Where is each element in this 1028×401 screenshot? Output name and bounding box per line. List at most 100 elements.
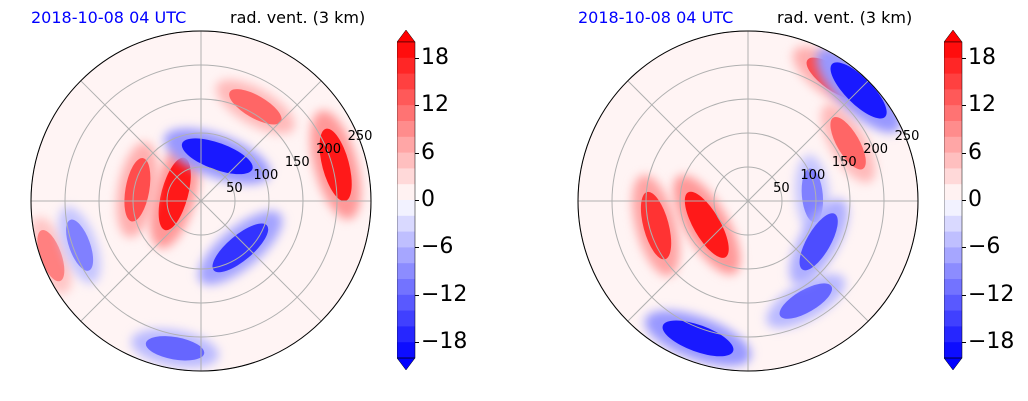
colorbar-tick-mark	[415, 152, 419, 154]
panel-right: 2018-10-08 04 UTC rad. vent. (3 km) 50 10…	[547, 0, 1028, 401]
colorbar-segment	[397, 326, 415, 343]
polar-plot: 50 100 150 200 250	[577, 30, 920, 372]
feature-positive	[158, 157, 191, 231]
ring-label: 250	[895, 129, 920, 144]
feature-negative	[181, 138, 253, 175]
colorbar-tick-label: 18	[968, 44, 996, 70]
colorbar-extend-max	[397, 30, 416, 43]
field-features	[632, 46, 902, 367]
ring-label: 50	[226, 181, 243, 196]
colorbar-tick-label: −12	[421, 281, 468, 307]
azimuth-spoke	[200, 80, 322, 202]
azimuth-spoke	[747, 80, 869, 202]
colorbar-segment	[944, 215, 962, 233]
colorbar-extend-min	[944, 357, 963, 370]
colorbar-extend-max	[944, 30, 963, 43]
colorbar-segment	[944, 263, 962, 280]
feature-positive	[830, 116, 866, 170]
colorbar-segment	[397, 231, 415, 248]
colorbar-tick-mark	[962, 247, 966, 249]
colorbar-segment	[397, 152, 415, 169]
colorbar-tick-mark	[415, 342, 419, 344]
feature-positive	[37, 230, 65, 282]
colorbar-segment	[397, 184, 415, 201]
colorbar-tick-label: 6	[968, 139, 982, 165]
colorbar-segment	[944, 279, 962, 296]
ring-label: 200	[863, 142, 888, 157]
azimuth-spoke	[627, 200, 749, 322]
colorbar-segment	[944, 326, 962, 343]
colorbar-tick-label: −12	[968, 281, 1015, 307]
colorbar-segment	[944, 73, 962, 90]
ring-label: 150	[832, 155, 857, 170]
colorbar-segment	[397, 168, 415, 185]
colorbar-segment	[397, 263, 415, 280]
colorbar-segment	[944, 294, 962, 312]
colorbar-tick-mark	[415, 200, 419, 201]
azimuth-spoke	[80, 200, 202, 322]
ring-label: 100	[800, 168, 825, 183]
colorbar-segment	[397, 57, 415, 75]
colorbar-tick-label: 6	[421, 139, 435, 165]
azimuth-spoke	[200, 200, 322, 322]
colorbar-segment	[397, 215, 415, 233]
colorbar-tick-mark	[962, 200, 966, 201]
colorbar-segment	[944, 247, 962, 264]
colorbar-segment	[944, 121, 962, 138]
ring-label: 150	[285, 155, 310, 170]
colorbar-segment	[397, 310, 415, 327]
colorbar-segment	[397, 42, 415, 59]
azimuth-spoke	[747, 200, 869, 322]
colorbar-segment	[944, 57, 962, 75]
colorbar	[944, 30, 963, 370]
colorbar-tick-mark	[415, 294, 419, 296]
colorbar-segment	[397, 247, 415, 264]
plot-border	[577, 30, 919, 372]
colorbar-segment	[944, 231, 962, 248]
colorbar-tick-mark	[962, 342, 966, 344]
colorbar-segment	[397, 342, 415, 359]
feature-negative	[801, 168, 824, 223]
colorbar-segment	[944, 342, 962, 359]
colorbar-tick-label: −6	[968, 234, 1001, 260]
ring-label: 250	[348, 129, 373, 144]
date-label: 2018-10-08 04 UTC	[578, 8, 734, 27]
colorbar-segment	[944, 200, 962, 217]
colorbar-tick-label: 12	[968, 92, 996, 118]
panel-left: 2018-10-08 04 UTC rad. vent. (3 km) 50 10…	[30, 8, 468, 372]
colorbar-segment	[944, 168, 962, 185]
feature-positive	[640, 191, 672, 260]
colorbar-tick-mark	[415, 247, 419, 249]
ring-label: 50	[773, 181, 790, 196]
colorbar-tick-mark	[962, 57, 966, 59]
colorbar-segment	[397, 121, 415, 138]
colorbar-segment	[944, 89, 962, 106]
colorbar-segment	[944, 152, 962, 169]
colorbar-segment	[397, 73, 415, 90]
feature-negative	[779, 283, 833, 319]
colorbar-segment	[944, 184, 962, 201]
colorbar-tick-mark	[962, 105, 966, 107]
field-features	[31, 79, 361, 368]
colorbar-tick-label: −6	[421, 234, 454, 260]
colorbar-segment	[397, 136, 415, 154]
feature-negative	[145, 336, 205, 361]
azimuth-spoke	[627, 80, 749, 202]
colorbar-segment	[944, 136, 962, 154]
polar-plot: 50 100 150 200 250	[30, 30, 373, 372]
colorbar-segment	[397, 294, 415, 312]
colorbar-segment	[397, 105, 415, 122]
ring-label: 100	[253, 168, 278, 183]
feature-negative	[662, 320, 734, 357]
colorbar-segment	[397, 200, 415, 217]
field-label: rad. vent. (3 km)	[230, 8, 366, 27]
colorbar-tick-label: 0	[421, 187, 435, 212]
feature-negative	[66, 219, 94, 271]
colorbar-segment	[397, 89, 415, 106]
date-label: 2018-10-08 04 UTC	[31, 8, 187, 27]
colorbar-segment	[944, 105, 962, 122]
colorbar-tick-mark	[962, 294, 966, 296]
colorbar-segment	[397, 279, 415, 296]
colorbar-segment	[944, 42, 962, 59]
colorbar-tick-label: −18	[968, 329, 1015, 355]
